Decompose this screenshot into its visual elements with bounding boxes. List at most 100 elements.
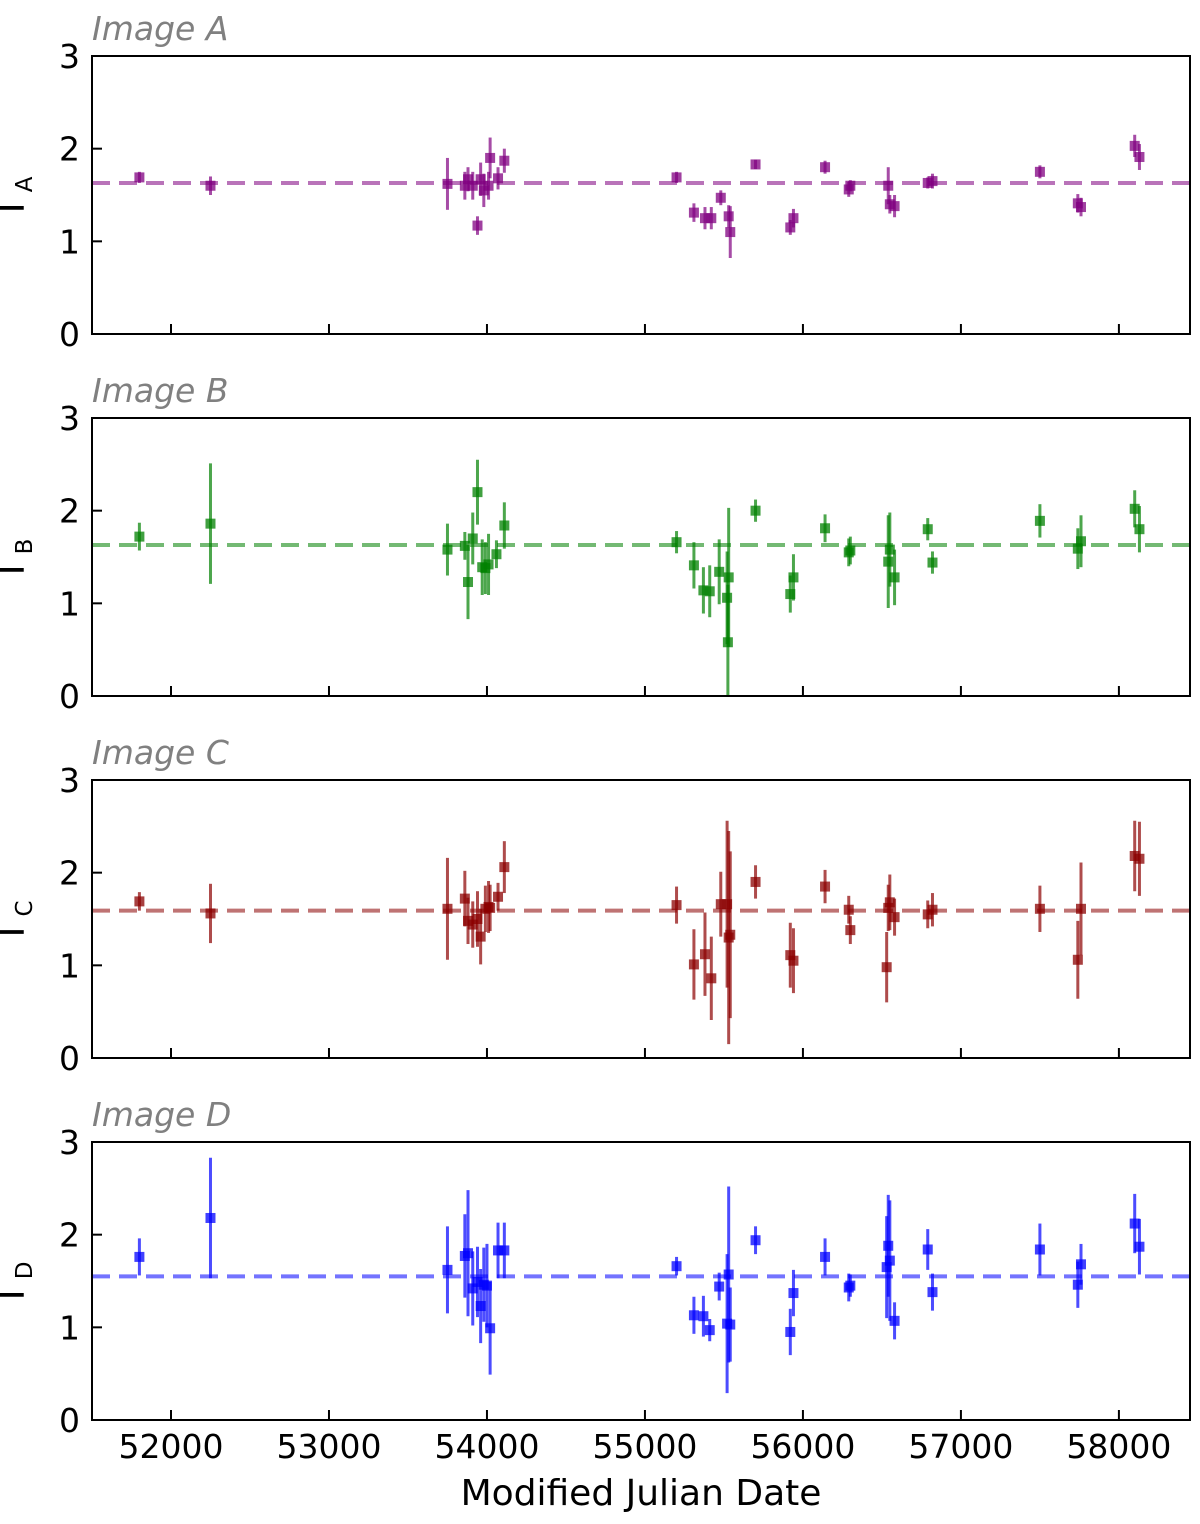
data-point (671, 1261, 682, 1272)
data-point (883, 180, 894, 191)
y-tick-label: 3 (59, 399, 80, 438)
data-point (671, 537, 682, 548)
data-point (922, 1244, 933, 1255)
data-point (499, 862, 510, 873)
data-point (472, 220, 483, 231)
data-point (134, 172, 145, 183)
x-tick-label: 58000 (1066, 1427, 1171, 1466)
data-point (889, 912, 900, 923)
data-point (688, 207, 699, 218)
panel-1: Image A ΓA 0 1 2 3 (0, 9, 1191, 354)
data-point (785, 950, 796, 961)
data-point (704, 586, 715, 597)
data-point (475, 174, 486, 185)
data-point (1034, 515, 1045, 526)
data-point (493, 891, 504, 902)
data-point (715, 899, 726, 910)
data-point (134, 1251, 145, 1262)
data-point (722, 899, 733, 910)
data-point (884, 544, 895, 555)
y-tick-label: 2 (59, 854, 80, 893)
plot-frame (91, 55, 1191, 335)
data-point (704, 1325, 715, 1336)
panel-title: Image A (92, 9, 228, 48)
x-tick-label: 57000 (908, 1427, 1013, 1466)
data-point (1129, 1218, 1140, 1229)
data-point (483, 180, 494, 191)
data-point (475, 931, 486, 942)
data-point (723, 211, 734, 222)
data-point (1072, 543, 1083, 554)
data-point (843, 904, 854, 915)
data-point (881, 962, 892, 973)
data-point (467, 533, 478, 544)
y-tick-label: 2 (59, 492, 80, 531)
y-tick-label: 2 (59, 1216, 80, 1255)
data-point (820, 162, 831, 173)
data-point (750, 1235, 761, 1246)
data-point (927, 904, 938, 915)
data-point (467, 919, 478, 930)
y-tick-label: 1 (59, 946, 80, 985)
data-point (463, 174, 474, 185)
data-point (1034, 1244, 1045, 1255)
data-point (723, 572, 734, 583)
data-point (883, 556, 894, 567)
data-point (467, 1283, 478, 1294)
data-point (845, 1280, 856, 1291)
data-point (499, 520, 510, 531)
data-point (788, 213, 799, 224)
data-point (472, 1276, 483, 1287)
y-tick-label: 1 (59, 222, 80, 261)
x-tick-label: 55000 (592, 1427, 697, 1466)
y-tick-label: 3 (59, 37, 80, 76)
y-tick-label: 0 (59, 1039, 80, 1078)
data-point (1034, 903, 1045, 914)
data-point (889, 201, 900, 212)
data-point (845, 545, 856, 556)
plot-frame (91, 1141, 1191, 1421)
data-point (1075, 903, 1086, 914)
data-point (927, 1287, 938, 1298)
data-point (820, 523, 831, 534)
data-point (785, 222, 796, 233)
data-point (467, 180, 478, 191)
data-point (134, 531, 145, 542)
data-point (750, 876, 761, 887)
data-point (922, 524, 933, 535)
y-axis-label: ΓD (0, 1262, 38, 1301)
y-tick-label: 1 (59, 584, 80, 623)
y-tick-label: 3 (59, 761, 80, 800)
data-point (442, 178, 453, 189)
data-point (889, 572, 900, 583)
x-axis-label: Modified Julian Date (461, 1473, 822, 1514)
data-point (698, 1311, 709, 1322)
data-point (750, 159, 761, 170)
data-point (459, 893, 470, 904)
data-point (884, 897, 895, 908)
data-point (485, 1323, 496, 1334)
data-point (725, 1319, 736, 1330)
y-tick-label: 2 (59, 130, 80, 169)
data-point (722, 637, 733, 648)
data-point (820, 881, 831, 892)
panel-title: Image C (92, 733, 229, 772)
data-point (442, 544, 453, 555)
data-point (499, 155, 510, 166)
data-point (1072, 1279, 1083, 1290)
data-point (714, 566, 725, 577)
data-point (927, 176, 938, 187)
plot-frame (91, 417, 1191, 697)
y-tick-label: 0 (59, 1401, 80, 1440)
data-point (205, 908, 216, 919)
data-point (442, 903, 453, 914)
data-point (723, 1269, 734, 1280)
data-point (493, 1245, 504, 1256)
x-tick-label: 53000 (276, 1427, 381, 1466)
y-axis-label: ΓB (0, 539, 38, 576)
panel-3: Image C ΓC 0 1 2 3 (0, 733, 1191, 1078)
data-point (883, 1240, 894, 1251)
panel-title: Image D (92, 1095, 231, 1134)
data-point (889, 1315, 900, 1326)
data-point (459, 180, 470, 191)
